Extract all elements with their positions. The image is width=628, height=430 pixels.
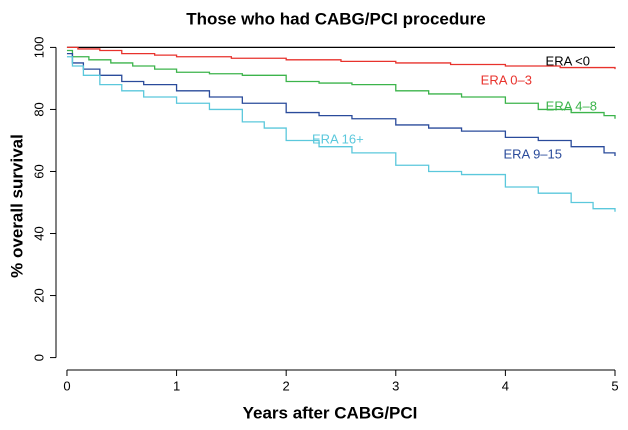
series-label: ERA 4–8 [546,98,597,113]
y-axis-label: % overall survival [7,134,26,278]
x-tick-label: 3 [392,378,399,393]
x-tick-label: 0 [63,378,70,393]
x-tick-label: 2 [283,378,290,393]
x-tick-label: 5 [611,378,618,393]
series-label: ERA 0–3 [481,72,532,87]
survival-line [66,56,616,212]
y-tick-label: 80 [31,102,46,116]
y-tick-label: 20 [31,288,46,302]
y-tick-label: 100 [31,37,46,59]
series-label: ERA <0 [546,53,590,68]
survival-line [66,46,616,70]
chart-title: Those who had CABG/PCI procedure [186,9,485,28]
series-label: ERA 9–15 [503,146,562,161]
x-tick-label: 4 [502,378,509,393]
x-tick-label: 1 [173,378,180,393]
x-axis-label: Years after CABG/PCI [243,403,418,422]
y-tick-label: 60 [31,164,46,178]
series-label: ERA 16+ [312,131,364,146]
y-tick-label: 40 [31,226,46,240]
y-tick-label: 0 [31,354,46,361]
survival-line [66,49,616,119]
survival-line [66,52,616,156]
